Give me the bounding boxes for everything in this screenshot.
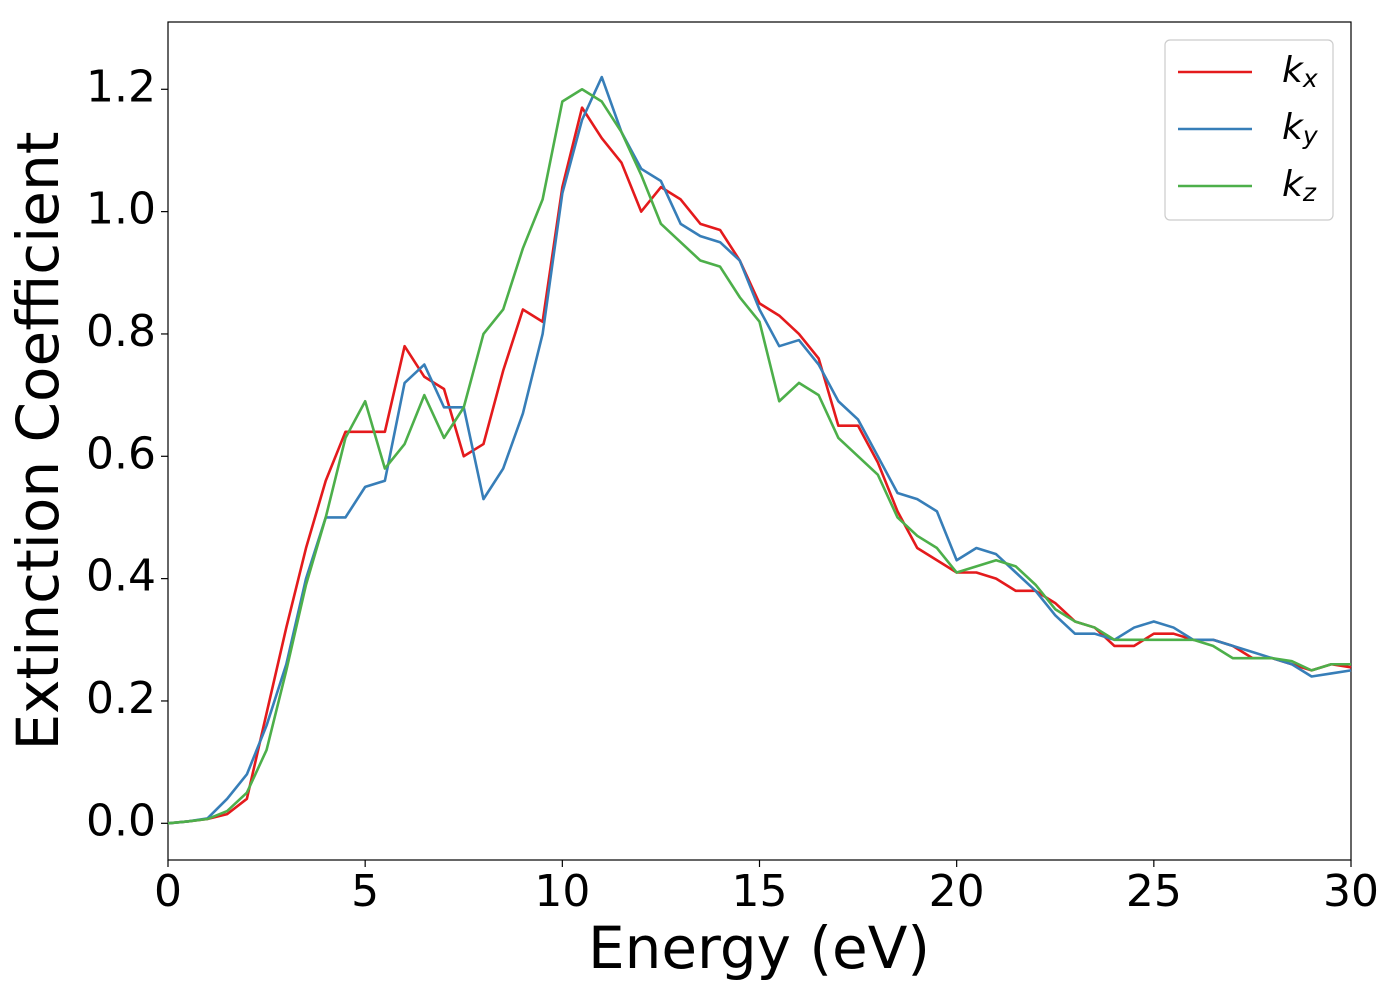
y-tick-label: 1.0 xyxy=(86,184,156,235)
y-axis-label: Extinction Coefficient xyxy=(4,132,72,751)
series-line xyxy=(167,75,1352,825)
y-tick-label: 0.2 xyxy=(86,673,156,724)
series-line xyxy=(167,106,1352,825)
x-tick-label: 20 xyxy=(929,866,985,917)
y-tick-label: 0.0 xyxy=(86,795,156,846)
y-tick-label: 0.8 xyxy=(86,306,156,357)
x-tick-label: 5 xyxy=(351,866,379,917)
x-tick-label: 15 xyxy=(732,866,788,917)
x-tick-label: 30 xyxy=(1323,866,1379,917)
x-tick-label: 10 xyxy=(534,866,590,917)
legend-label: ky xyxy=(1282,107,1319,150)
y-tick-label: 0.4 xyxy=(86,551,156,602)
y-tick-label: 1.2 xyxy=(86,61,156,112)
y-tick-label: 0.6 xyxy=(86,428,156,479)
x-tick-label: 0 xyxy=(154,866,182,917)
legend-label: kx xyxy=(1282,50,1318,93)
series-line xyxy=(167,87,1351,825)
legend-label: kz xyxy=(1282,164,1317,207)
x-axis-label: Energy (eV) xyxy=(588,914,930,982)
x-tick-label: 25 xyxy=(1126,866,1182,917)
